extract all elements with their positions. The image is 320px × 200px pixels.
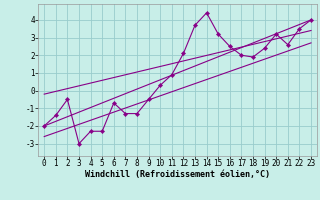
X-axis label: Windchill (Refroidissement éolien,°C): Windchill (Refroidissement éolien,°C) xyxy=(85,170,270,179)
